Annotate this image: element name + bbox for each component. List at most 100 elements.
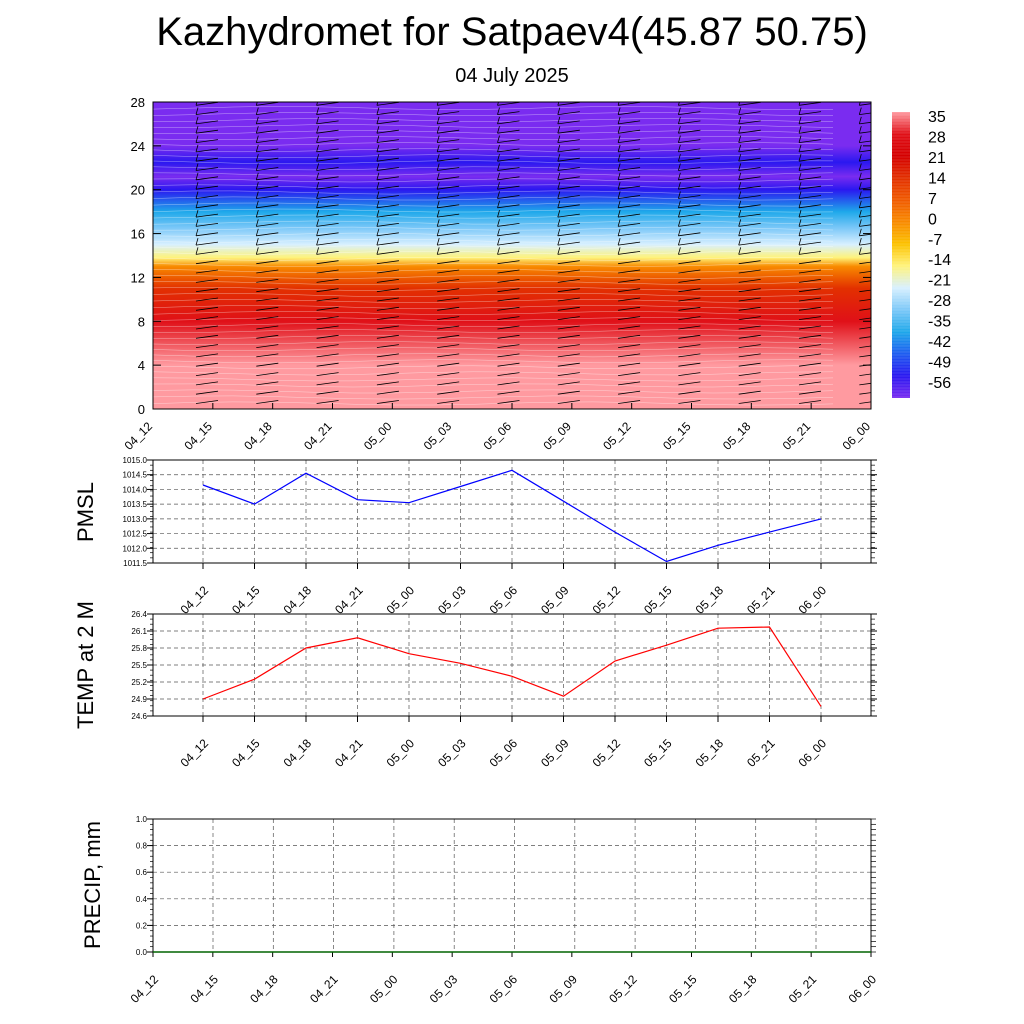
wind-barb bbox=[798, 306, 822, 311]
wind-barb-feather bbox=[376, 191, 380, 199]
wind-barb bbox=[618, 102, 641, 106]
wind-barb-feather bbox=[678, 219, 681, 227]
wind-barb bbox=[678, 241, 701, 246]
contour-line bbox=[153, 389, 834, 394]
wind-barb bbox=[195, 157, 219, 162]
wind-barb bbox=[256, 213, 279, 218]
wind-barb-feather bbox=[858, 116, 862, 125]
wind-barb bbox=[738, 316, 761, 320]
wind-barb bbox=[798, 269, 822, 274]
wind-barb bbox=[256, 185, 279, 190]
wind-barb bbox=[557, 325, 580, 330]
wind-barb-feather bbox=[255, 144, 259, 153]
wind-barb-feather bbox=[858, 144, 862, 153]
wind-barb bbox=[437, 102, 460, 106]
wind-barb bbox=[738, 251, 761, 255]
wind-barb bbox=[316, 260, 339, 265]
wind-barb-feather bbox=[738, 172, 742, 180]
wind-barb bbox=[738, 362, 761, 367]
wind-barb bbox=[195, 306, 219, 311]
wind-barb-feather bbox=[376, 102, 379, 106]
wind-barb bbox=[859, 354, 871, 358]
y-tick-label: 1013.5 bbox=[123, 500, 148, 509]
wind-barb-feather bbox=[678, 135, 681, 143]
wind-barb bbox=[256, 148, 279, 153]
wind-barb bbox=[859, 373, 871, 376]
wind-barb-feather bbox=[858, 135, 862, 143]
y-tick-label: 26.1 bbox=[131, 627, 147, 636]
wind-barb-feather bbox=[316, 144, 319, 153]
contour-line bbox=[153, 262, 834, 267]
wind-barb bbox=[256, 139, 279, 143]
x-tick-label: 04_12 bbox=[122, 419, 156, 453]
contour-line bbox=[153, 184, 834, 189]
wind-barb-feather bbox=[376, 135, 380, 143]
wind-barb-feather bbox=[738, 237, 742, 246]
wind-barb bbox=[618, 232, 641, 237]
wind-barb bbox=[497, 148, 520, 153]
wind-barb bbox=[557, 139, 580, 143]
wind-barb bbox=[256, 269, 279, 274]
wind-barb bbox=[256, 241, 279, 246]
wind-barb-feather bbox=[617, 144, 621, 153]
wind-barb-feather bbox=[376, 209, 380, 218]
wind-barb bbox=[437, 176, 460, 181]
wind-barb bbox=[437, 390, 460, 395]
wind-barb-feather bbox=[376, 200, 380, 208]
wind-barb-feather bbox=[798, 237, 802, 246]
wind-barb bbox=[859, 233, 871, 237]
wind-barb bbox=[738, 306, 761, 311]
wind-barb bbox=[195, 102, 219, 106]
wind-barb-feather bbox=[678, 237, 681, 246]
wind-barb-feather bbox=[255, 182, 259, 190]
wind-barb bbox=[376, 372, 399, 376]
wind-barb bbox=[859, 382, 871, 386]
y-tick-label: 1011.5 bbox=[123, 559, 147, 568]
wind-barb bbox=[316, 176, 339, 181]
wind-barb bbox=[678, 334, 701, 339]
wind-barb bbox=[557, 167, 580, 171]
wind-barb bbox=[497, 325, 520, 330]
wind-barb bbox=[376, 232, 399, 237]
wind-barb-feather bbox=[195, 191, 199, 199]
temp-panel: 24.6 24.9 25.2 25.5 25.8 26.1 26.4 04_12 04_15 04… bbox=[73, 601, 877, 770]
wind-barb bbox=[437, 139, 460, 143]
wind-barb bbox=[195, 213, 219, 218]
wind-barb bbox=[376, 362, 399, 367]
wind-barb bbox=[557, 390, 580, 395]
wind-barb bbox=[618, 353, 641, 358]
wind-barb-feather bbox=[497, 126, 500, 134]
wind-barb bbox=[738, 344, 761, 348]
wind-barb bbox=[376, 241, 399, 246]
wind-barb bbox=[437, 241, 460, 246]
wind-barb bbox=[738, 148, 761, 153]
wind-barb bbox=[497, 185, 520, 190]
wind-barb bbox=[376, 129, 399, 134]
contour-line bbox=[153, 359, 834, 364]
wind-barb bbox=[316, 195, 339, 199]
wind-barb bbox=[618, 381, 641, 386]
wind-barb bbox=[195, 316, 219, 320]
wind-barb bbox=[618, 362, 641, 367]
wind-barb bbox=[497, 102, 520, 106]
x-tick-label: 06_00 bbox=[796, 583, 830, 617]
wind-barb-feather bbox=[376, 172, 380, 180]
wind-barb bbox=[316, 251, 339, 255]
wind-barb bbox=[316, 213, 339, 218]
y-tick-label: 1013.0 bbox=[123, 515, 148, 524]
wind-barb-feather bbox=[376, 247, 380, 255]
y-tick-label: 0.8 bbox=[136, 842, 148, 851]
contour-line bbox=[153, 371, 834, 376]
wind-barb bbox=[195, 176, 219, 181]
wind-barb bbox=[798, 279, 822, 283]
wind-barb bbox=[497, 139, 520, 143]
wind-barb bbox=[618, 213, 641, 218]
wind-barb-feather bbox=[316, 209, 319, 218]
wind-barb-feather bbox=[376, 219, 380, 227]
wind-barb bbox=[618, 139, 641, 143]
wind-barb-feather bbox=[798, 107, 802, 115]
colorbar-gradient bbox=[892, 112, 910, 398]
x-tick-label: 05_09 bbox=[546, 972, 580, 1006]
wind-barb bbox=[437, 251, 460, 255]
wind-barb bbox=[376, 288, 399, 293]
